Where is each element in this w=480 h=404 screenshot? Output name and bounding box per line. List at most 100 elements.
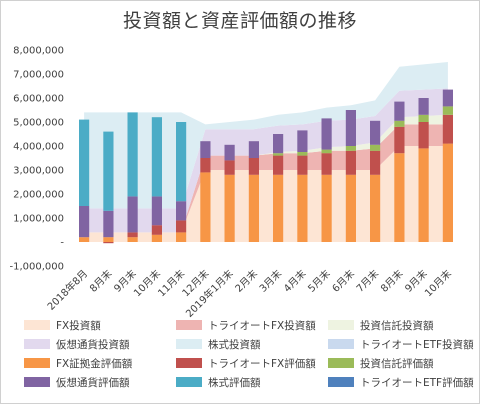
- bar-1-2: [127, 232, 138, 238]
- bar-2-15: [442, 106, 453, 115]
- y-tick-label: 7,000,000: [13, 70, 64, 81]
- bar-0-9: [297, 174, 308, 242]
- legend-item: 仮想通貨評価額: [24, 375, 130, 389]
- x-tick-label: 5月末: [305, 267, 333, 295]
- bar-3-6: [224, 144, 235, 161]
- legend-swatch: [176, 339, 202, 349]
- legend-item: トライオートFX評価額: [176, 356, 316, 370]
- x-tick-label: 4月末: [281, 267, 309, 295]
- legend-label: トライオートETF投資額: [360, 338, 474, 351]
- bar-0-10: [321, 174, 332, 242]
- legend-label: FX証拠金評価額: [56, 357, 133, 370]
- bar-0-5: [200, 172, 211, 242]
- bar-3-1: [103, 210, 114, 238]
- bar-3-3: [151, 196, 162, 226]
- y-tick-label: -: [60, 238, 64, 249]
- x-tick-label: 6月末: [329, 267, 357, 295]
- legend-swatch: [328, 358, 354, 368]
- legend-swatch: [24, 358, 50, 368]
- bar-3-4: [176, 201, 187, 221]
- bar-0-8: [273, 174, 284, 242]
- bar-1-15: [442, 114, 453, 144]
- legend-item: FX証拠金評価額: [24, 356, 132, 370]
- legend-swatch: [176, 358, 202, 368]
- bar-2-11: [345, 146, 356, 151]
- legend-label: 仮想通貨投資額: [56, 338, 130, 351]
- bar-4-3: [151, 117, 162, 197]
- bar-0-7: [248, 174, 259, 242]
- y-tick-label: 8,000,000: [13, 46, 64, 57]
- bar-2-9: [297, 152, 308, 156]
- y-tick-label: -1,000,000: [9, 262, 64, 273]
- bar-2-10: [321, 149, 332, 154]
- bar-1-4: [176, 220, 187, 233]
- bar-0-1: [103, 237, 114, 242]
- bar-0-4: [176, 232, 187, 242]
- bar-0-11: [345, 174, 356, 242]
- bar-2-12: [370, 144, 381, 151]
- legend-item: 株式評価額: [176, 375, 261, 389]
- bar-3-2: [127, 196, 138, 233]
- x-tick-label: 10月末: [422, 267, 454, 299]
- legend-item: トライオートFX投資額: [176, 318, 316, 332]
- bar-3-7: [248, 141, 259, 158]
- bar-3-14: [418, 98, 429, 115]
- bar-0-2: [127, 237, 138, 242]
- legend-swatch: [176, 320, 202, 330]
- area-series-1: [84, 124, 448, 233]
- legend-label: トライオートETF評価額: [360, 376, 474, 389]
- y-tick-label: 6,000,000: [13, 94, 64, 105]
- y-tick-label: 2,000,000: [13, 190, 64, 201]
- bar-1-1: [103, 242, 114, 244]
- bar-0-6: [224, 174, 235, 242]
- bar-0-13: [394, 153, 405, 242]
- legend-label: 株式評価額: [208, 376, 261, 389]
- bar-3-5: [200, 141, 211, 158]
- bar-1-12: [370, 150, 381, 175]
- area-series-3: [84, 88, 448, 233]
- area-series-4: [84, 62, 448, 209]
- legend-swatch: [176, 377, 202, 387]
- legend-item: 投資信託投資額: [328, 318, 434, 332]
- x-tick-label: 3月末: [256, 267, 284, 295]
- legend-swatch: [24, 320, 50, 330]
- bar-2-13: [394, 120, 405, 127]
- legend-label: 仮想通貨評価額: [56, 376, 130, 389]
- bar-1-9: [297, 155, 308, 175]
- legend-item: FX投資額: [24, 318, 101, 332]
- bar-0-12: [370, 174, 381, 242]
- legend-label: 投資信託評価額: [360, 357, 434, 370]
- legend-swatch: [24, 377, 50, 387]
- y-tick-label: 1,000,000: [13, 214, 64, 225]
- bar-2-8: [273, 153, 284, 156]
- bar-3-8: [273, 134, 284, 154]
- chart-title: 投資額と資産評価額の推移: [122, 10, 357, 32]
- bar-4-0: [79, 119, 90, 206]
- y-tick-label: 4,000,000: [13, 142, 64, 153]
- x-tick-label: 2018年8月: [44, 267, 90, 313]
- bar-1-14: [418, 122, 429, 149]
- bar-3-9: [297, 130, 308, 152]
- bar-1-7: [248, 158, 259, 175]
- legend-label: トライオートFX評価額: [208, 357, 316, 370]
- bar-3-10: [321, 118, 332, 150]
- legend-item: 投資信託評価額: [328, 356, 434, 370]
- x-tick-label: 2月末: [232, 267, 260, 295]
- bar-4-1: [103, 131, 114, 211]
- legend-swatch: [328, 320, 354, 330]
- bar-1-6: [224, 160, 235, 175]
- bar-0-0: [79, 237, 90, 242]
- bar-0-14: [418, 148, 429, 242]
- bar-3-0: [79, 206, 90, 238]
- bar-2-14: [418, 114, 429, 122]
- bar-0-15: [442, 143, 453, 242]
- bar-3-12: [370, 120, 381, 145]
- bar-1-3: [151, 225, 162, 235]
- legend-item: 株式投資額: [176, 337, 261, 351]
- y-tick-label: 5,000,000: [13, 118, 64, 129]
- bar-3-13: [394, 101, 405, 121]
- x-tick-label: 8月末: [378, 267, 406, 295]
- bar-4-4: [176, 122, 187, 202]
- bar-1-11: [345, 150, 356, 175]
